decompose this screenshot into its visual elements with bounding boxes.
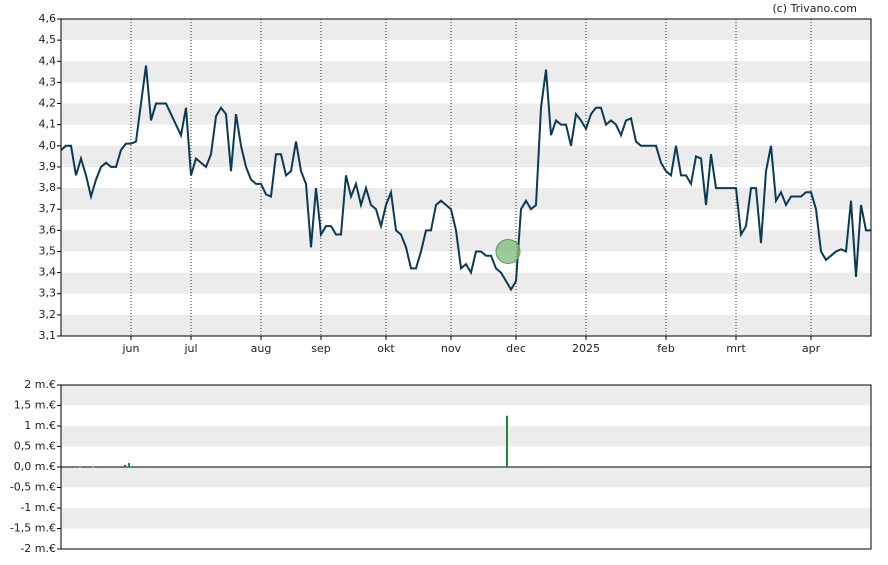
y-tick-label: 2 m.€ [24,378,56,391]
y-tick-label: -2 m.€ [20,542,56,555]
volume-bar [128,462,130,467]
volume-bar [506,415,508,467]
grid-band [61,467,871,488]
x-tick-label: 2025 [572,342,600,355]
volume-bar [124,464,126,467]
volume-bar [552,466,554,468]
y-tick-label: 4,1 [39,118,57,131]
plot-frame [60,18,872,337]
grid-band [61,314,871,336]
y-tick-label: 0,5 m.€ [14,440,56,453]
y-tick-label: 4,3 [39,75,57,88]
grid-band [61,188,871,210]
y-tick-label: 4,4 [39,54,57,67]
y-tick-label: -1 m.€ [20,501,56,514]
y-tick-label: 3,5 [39,244,57,257]
grid-band [61,145,871,167]
y-tick-label: 3,1 [39,329,57,342]
grid-band [61,61,871,83]
y-tick-label: 3,8 [39,181,57,194]
y-tick-label: 3,2 [39,308,57,321]
y-tick-label: 1 m.€ [24,419,56,432]
y-tick-label: 3,4 [39,266,57,279]
x-tick-label: mrt [726,342,746,355]
y-tick-label: 4,5 [39,33,57,46]
x-tick-label: okt [377,342,395,355]
x-tick-label: feb [657,342,675,355]
price-line [60,65,871,292]
credit: (c) Trivano.com [772,2,857,15]
x-tick-label: apr [802,342,821,355]
x-tick-label: dec [506,342,526,355]
y-tick-label: 0,0 m.€ [14,460,56,473]
y-tick-label: 3,7 [39,202,57,215]
y-tick-label: 4,2 [39,97,57,110]
x-tick-label: aug [251,342,272,355]
grid-band [61,103,871,125]
x-tick-label: jul [183,342,197,355]
y-tick-label: 4,6 [39,12,57,25]
grid-band [61,19,871,41]
volume-bar [74,466,76,468]
grid-band [61,508,871,529]
volume-bar [92,466,94,468]
y-tick-label: 1,5 m.€ [14,399,56,412]
y-tick-label: 3,9 [39,160,57,173]
y-tick-label: 3,3 [39,287,57,300]
grid-band [61,230,871,252]
marker [495,238,521,264]
x-tick-label: jun [122,342,140,355]
y-tick-label: -1,5 m.€ [10,522,56,535]
x-tick-label: sep [311,342,330,355]
grid-band [61,385,871,406]
y-tick-label: 4,0 [39,139,57,152]
y-tick-label: 3,6 [39,223,57,236]
plot-frame [60,384,872,550]
volume-bar [79,466,81,468]
grid-band [61,272,871,294]
x-tick-label: nov [441,342,462,355]
grid-band [61,426,871,447]
y-tick-label: -0,5 m.€ [10,481,56,494]
